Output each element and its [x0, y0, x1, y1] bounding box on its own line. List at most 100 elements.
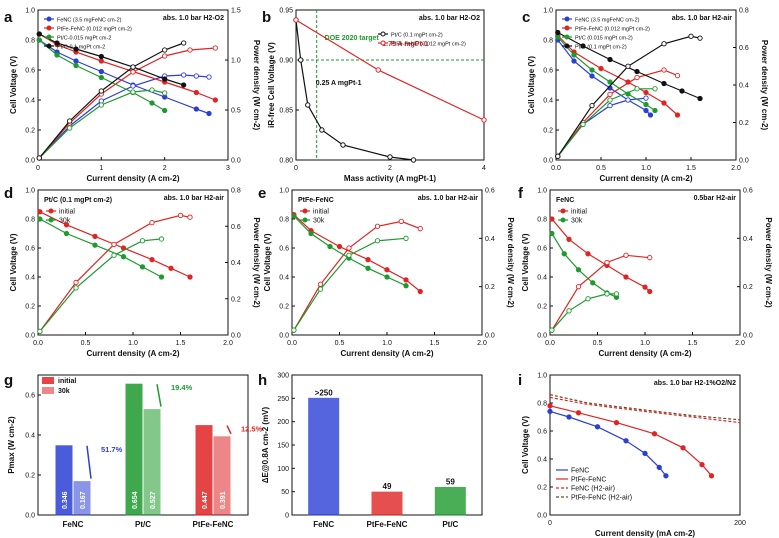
- legend-swatch-marker: [564, 16, 570, 22]
- y-tick-label: 0.6: [543, 68, 553, 75]
- y-axis-label: Cell Voltage (V): [9, 233, 18, 291]
- y-tick-label: 0.4: [543, 98, 553, 105]
- data-point: [623, 438, 629, 444]
- data-point: [365, 256, 371, 263]
- y-axis-label: Cell Voltage (V): [521, 233, 530, 291]
- data-point: [340, 142, 346, 148]
- y-tick-label: 0.8: [25, 217, 35, 224]
- y2-tick-label: 0.6: [485, 188, 495, 195]
- data-point: [187, 274, 193, 280]
- data-point: [403, 277, 409, 283]
- series-line: [549, 410, 667, 477]
- y-tick-label: 0.6: [537, 246, 547, 253]
- y2-tick-label: 0.0: [743, 333, 753, 340]
- data-point: [575, 267, 582, 273]
- y-tick-label: 0.2: [543, 128, 553, 135]
- data-point: [291, 213, 297, 219]
- panel-subtitle: PtFe-FeNC: [298, 197, 334, 204]
- legend-swatch-marker: [46, 25, 52, 31]
- data-point: [663, 473, 669, 479]
- data-point: [162, 76, 168, 82]
- y-tick-label: 0.0: [25, 158, 35, 165]
- data-point: [36, 155, 42, 161]
- legend-swatch-marker: [46, 34, 52, 40]
- doe-target-label: DOE 2020 target: [325, 35, 380, 42]
- data-point: [571, 52, 577, 58]
- y-tick-label: 0.2: [279, 304, 289, 311]
- data-point: [36, 37, 42, 43]
- data-point: [634, 74, 640, 81]
- y-axis-label: Cell Voltage (V): [527, 56, 536, 114]
- panel-h: 0 50 100 150 200 250 300 ΔE@0.8A cm-2 (mV) >250 F…: [258, 372, 483, 529]
- drop-percent-label: 12.5%: [241, 425, 263, 434]
- y2-tick-label: 0.2: [231, 296, 241, 303]
- data-point: [98, 53, 104, 60]
- category-label: PtFe-FeNC: [193, 520, 234, 529]
- y-tick-label: 0.6: [25, 246, 35, 253]
- data-point: [625, 63, 631, 69]
- x-tick-label: 0.5: [593, 340, 603, 347]
- data-point: [674, 112, 681, 118]
- y-axis-label: Cell Voltage (V): [521, 416, 530, 474]
- data-point: [580, 121, 586, 128]
- y-axis-label: Cell Voltage (V): [9, 56, 18, 114]
- condition-annotation: abs. 1.0 bar H2-air: [164, 195, 225, 202]
- data-point: [193, 73, 199, 79]
- data-point: [162, 107, 168, 114]
- x-axis-label: Current density (A cm-2): [86, 174, 179, 183]
- data-point: [374, 238, 381, 244]
- data-point: [130, 64, 136, 70]
- mass-activity-label: 1.75 A mgPt-1: [382, 41, 428, 48]
- x-tick-label: 0: [548, 520, 552, 527]
- panel-letter: d: [4, 185, 13, 202]
- y-tick-label: 0.6: [25, 68, 35, 75]
- data-point: [708, 473, 715, 479]
- plot-frame: [37, 374, 249, 516]
- data-point: [575, 410, 582, 416]
- data-point: [647, 112, 654, 118]
- bar: [213, 436, 231, 516]
- data-point: [697, 35, 703, 41]
- series-line: [38, 33, 216, 101]
- data-point: [177, 212, 184, 219]
- x-tick-label: 2: [163, 165, 167, 172]
- legend-entry: Pt/C-0.1 mgPt cm-2: [57, 45, 105, 51]
- panel-letter: h: [258, 372, 267, 389]
- data-point: [699, 461, 705, 468]
- legend-entry: initial: [59, 209, 75, 216]
- data-point: [613, 291, 620, 297]
- x-tick-label: 0.0: [551, 165, 561, 172]
- panel-subtitle: Pt/C (0.1 mgPt cm-2): [44, 197, 112, 204]
- y2-tick-label: 1.0: [231, 58, 241, 65]
- bar-value-label: 0.447: [202, 491, 209, 509]
- legend-entry: PtFe-FeNC (H2-air): [571, 495, 632, 502]
- y-tick-label: 0.4: [537, 457, 547, 464]
- data-point: [193, 89, 199, 96]
- y2-axis-label: Power density (W cm-2): [506, 217, 515, 308]
- data-point: [149, 219, 155, 226]
- x-tick-label: 0.0: [545, 340, 555, 347]
- y-tick-label: 0.8: [543, 38, 553, 45]
- data-point: [158, 236, 165, 242]
- y-tick-label: 100: [277, 466, 289, 473]
- x-tick-label: 0.0: [33, 340, 43, 347]
- x-tick-label: 0.5: [81, 340, 91, 347]
- data-point: [589, 67, 595, 73]
- data-point: [346, 245, 352, 251]
- data-point: [37, 328, 43, 335]
- y-tick-label: 0.95: [279, 8, 293, 15]
- y-tick-label: 1.0: [25, 8, 35, 15]
- data-point: [398, 218, 404, 225]
- data-point: [589, 73, 595, 79]
- legend-swatch-marker: [48, 217, 54, 223]
- y-tick-label: 0.8: [25, 38, 35, 45]
- x-tick-label: 1.5: [430, 340, 440, 347]
- y-tick-label: 0.6: [25, 393, 35, 400]
- data-point: [598, 65, 604, 72]
- panel-g: 0.0 0.2 0.4 0.6 Pmax (W cm-2) 0.346 0.167 51.7%…: [4, 372, 263, 529]
- x-tick-label: 0.0: [287, 340, 297, 347]
- series-line: [549, 405, 712, 477]
- data-point: [410, 157, 417, 163]
- data-point: [604, 291, 610, 297]
